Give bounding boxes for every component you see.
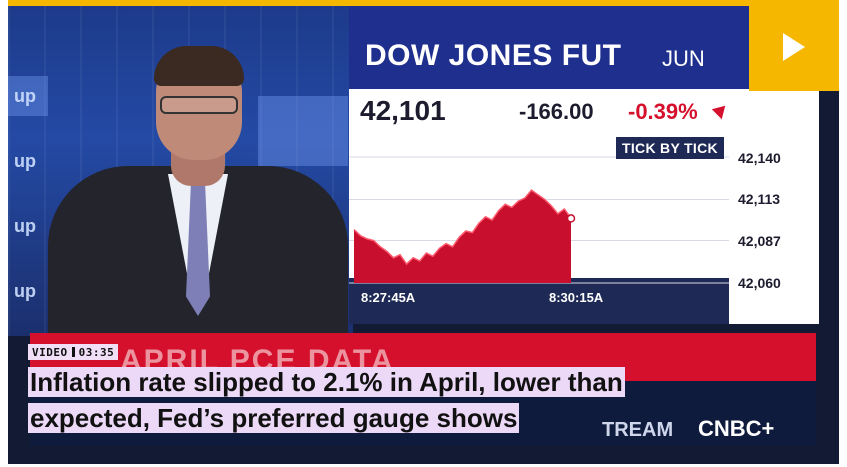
video-meta: VIDEO 03:35 [28,344,119,360]
x-tick-label: 8:30:15A [549,290,604,305]
chart-time-strip [349,278,729,324]
separator [71,347,75,357]
wall-text: up [14,216,36,236]
studio-screen [258,96,348,166]
video-duration: 03:35 [78,345,115,359]
tick-chart: TICK BY TICK 42,140 42,113 42,087 42,060… [349,133,819,324]
ticker-percent-change: -0.39% [628,99,698,124]
y-tick-label: 42,140 [738,150,781,166]
y-tick-label: 42,113 [738,191,781,207]
ticker-change: -166.00 [519,99,594,124]
ticker-header: DOW JONES FUT JUN [349,6,749,89]
ticker-panel: DOW JONES FUT JUN 42,101 -166.00 -0.39% … [349,6,819,324]
y-tick-label: 42,060 [738,275,781,291]
play-icon [783,33,805,61]
ticker-name: DOW JONES FUT [365,39,622,72]
ticker-contract: JUN [662,46,705,71]
accent-bar [8,0,839,6]
anchor-glasses [160,96,238,114]
ticker-price: 42,101 [360,95,446,126]
headline-link[interactable]: Inflation rate slipped to 2.1% in April,… [28,364,728,436]
anchor-tie [186,186,210,316]
news-anchor [48,46,348,336]
price-area [354,190,571,283]
y-tick-label: 42,087 [738,233,781,249]
headline-text[interactable]: Inflation rate slipped to 2.1% in April,… [28,367,625,433]
price-row: 42,101 -166.00 -0.39% [349,89,819,133]
studio-screen [8,76,48,116]
tick-by-tick-label: TICK BY TICK [616,137,724,159]
wall-text: up [14,86,36,106]
down-arrow-icon [711,100,731,120]
price-line [353,189,572,266]
cnbc-plus-logo: CNBC+ [698,416,775,441]
last-price-dot [566,214,576,223]
stream-text: TREAM [602,419,674,441]
price-chart [349,156,729,284]
x-tick-label: 8:27:45A [361,290,416,305]
play-button[interactable] [749,3,839,91]
wall-text: up [14,281,36,301]
video-label: VIDEO [32,345,68,359]
wall-text: up [14,151,36,171]
anchor-hair [154,46,244,86]
